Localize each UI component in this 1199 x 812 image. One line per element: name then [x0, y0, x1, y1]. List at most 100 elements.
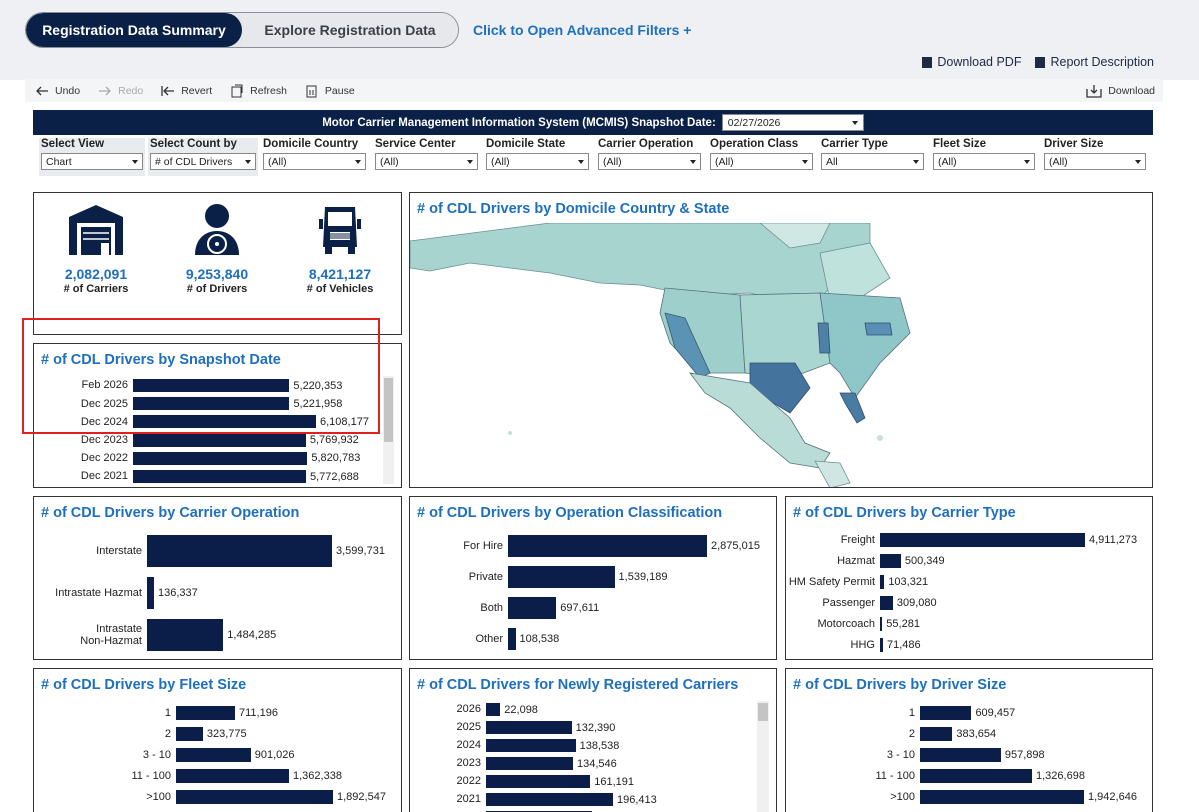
bar-row[interactable]: Feb 2026 5,220,353: [34, 379, 394, 392]
bar-row[interactable]: >100 1,942,646: [786, 790, 1146, 804]
advanced-filters-link[interactable]: Click to Open Advanced Filters +: [473, 22, 692, 38]
bar[interactable]: [486, 793, 613, 806]
refresh-button[interactable]: Refresh: [230, 84, 287, 98]
bar[interactable]: [880, 638, 883, 652]
bar-row[interactable]: Motorcoach 55,281: [786, 617, 1146, 631]
redo-button[interactable]: Redo: [98, 85, 143, 97]
bar-row[interactable]: Intrastate Hazmat 136,337: [34, 577, 394, 609]
new-carriers-scrollbar[interactable]: [757, 701, 769, 812]
bar-row[interactable]: 2022 161,191: [410, 775, 770, 788]
download-button[interactable]: Download: [1086, 84, 1155, 98]
bar[interactable]: [486, 721, 572, 734]
tab-explore-registration[interactable]: Explore Registration Data: [242, 13, 458, 47]
bar[interactable]: [880, 554, 901, 568]
snapshot-date-select[interactable]: 02/27/2026: [721, 114, 864, 131]
bar-row[interactable]: For Hire 2,875,015: [410, 535, 770, 557]
filter-select[interactable]: (All): [598, 153, 701, 170]
filter-select[interactable]: (All): [263, 153, 366, 170]
bar-row[interactable]: 2 323,775: [34, 727, 394, 741]
bar-row[interactable]: 2025 132,390: [410, 721, 770, 734]
bar-row[interactable]: 2021 196,413: [410, 793, 770, 806]
download-pdf-link[interactable]: Download PDF: [922, 55, 1021, 69]
bar[interactable]: [880, 533, 1085, 547]
filter-select[interactable]: (All): [710, 153, 813, 170]
revert-button[interactable]: Revert: [161, 85, 212, 97]
bar[interactable]: [133, 470, 306, 483]
bar[interactable]: [920, 790, 1084, 804]
filter-select[interactable]: (All): [486, 153, 589, 170]
filter-select[interactable]: All: [821, 153, 924, 170]
filter-select[interactable]: # of CDL Drivers: [150, 153, 256, 170]
bar[interactable]: [176, 727, 203, 741]
bar-row[interactable]: 2024 138,538: [410, 739, 770, 752]
undo-button[interactable]: Undo: [35, 85, 80, 97]
bar-row[interactable]: 11 - 100 1,326,698: [786, 769, 1146, 783]
bar[interactable]: [133, 451, 308, 465]
report-description-link[interactable]: Report Description: [1035, 55, 1154, 69]
bar[interactable]: [920, 748, 1001, 762]
bar[interactable]: [508, 535, 707, 557]
bar[interactable]: [880, 596, 893, 610]
bar-row[interactable]: Dec 2022 5,820,783: [34, 451, 394, 465]
bar[interactable]: [176, 769, 289, 783]
bar[interactable]: [133, 415, 316, 429]
bar[interactable]: [920, 727, 953, 741]
bar-row[interactable]: Intrastate Non-Hazmat 1,484,285: [34, 619, 394, 651]
bar-row[interactable]: 1 711,196: [34, 706, 394, 720]
bar-row[interactable]: Other 108,538: [410, 628, 770, 650]
bar-row[interactable]: >100 1,892,547: [34, 790, 394, 804]
north-america-map[interactable]: [410, 223, 1152, 488]
filter-select[interactable]: (All): [375, 153, 478, 170]
bar-row[interactable]: Interstate 3,599,731: [34, 535, 394, 567]
bar[interactable]: [176, 706, 235, 720]
snapshot-scrollbar[interactable]: [383, 376, 394, 484]
bar-row[interactable]: 2 383,654: [786, 727, 1146, 741]
snapshot-scroll-thumb[interactable]: [384, 378, 393, 442]
bar-row[interactable]: Dec 2025 5,221,958: [34, 397, 394, 411]
tab-registration-summary[interactable]: Registration Data Summary: [26, 13, 242, 47]
bar-row[interactable]: 3 - 10 957,898: [786, 748, 1146, 762]
pause-button[interactable]: Pause: [305, 84, 355, 98]
filter-select[interactable]: Chart: [41, 153, 143, 170]
bar[interactable]: [508, 566, 615, 588]
bar[interactable]: [133, 433, 306, 447]
bar-row[interactable]: 3 - 10 901,026: [34, 748, 394, 762]
bar-row[interactable]: 1 609,457: [786, 706, 1146, 720]
bar[interactable]: [920, 706, 972, 720]
bar[interactable]: [486, 775, 591, 788]
bar-row[interactable]: Both 697,611: [410, 597, 770, 619]
bar[interactable]: [920, 769, 1032, 783]
bar[interactable]: [508, 628, 516, 650]
bar-row[interactable]: 11 - 100 1,362,338: [34, 769, 394, 783]
bar[interactable]: [133, 397, 290, 411]
filter-select[interactable]: (All): [933, 153, 1035, 170]
bar-row[interactable]: Freight 4,911,273: [786, 533, 1146, 547]
bar[interactable]: [176, 748, 251, 762]
bar-row[interactable]: Dec 2023 5,769,932: [34, 433, 394, 447]
chevron-down-icon: [802, 159, 808, 164]
bar[interactable]: [486, 739, 576, 752]
bar-row[interactable]: HM Safety Permit 103,321: [786, 575, 1146, 589]
bar-row[interactable]: 2026 22,098: [410, 703, 770, 716]
bar[interactable]: [147, 535, 332, 567]
bar-row[interactable]: Hazmat 500,349: [786, 554, 1146, 568]
bar-row[interactable]: Passenger 309,080: [786, 596, 1146, 610]
bar-row[interactable]: 2023 134,546: [410, 757, 770, 770]
bar[interactable]: [486, 703, 501, 716]
bar[interactable]: [880, 617, 883, 631]
bar[interactable]: [147, 619, 224, 651]
bar[interactable]: [486, 757, 573, 770]
bar[interactable]: [880, 575, 885, 589]
bar-value: 957,898: [1004, 749, 1045, 761]
bar-row[interactable]: HHG 71,486: [786, 638, 1146, 652]
bar[interactable]: [508, 597, 557, 619]
bar[interactable]: [147, 577, 154, 609]
bar-label: 3 - 10: [886, 748, 915, 761]
new-carriers-scroll-thumb[interactable]: [758, 703, 768, 721]
filter-select[interactable]: (All): [1044, 153, 1146, 170]
bar[interactable]: [176, 790, 333, 804]
bar-row[interactable]: Dec 2024 6,108,177: [34, 415, 394, 429]
bar-row[interactable]: Dec 2021 5,772,688: [34, 470, 394, 483]
bar-row[interactable]: Private 1,539,189: [410, 566, 770, 588]
bar[interactable]: [133, 379, 290, 392]
